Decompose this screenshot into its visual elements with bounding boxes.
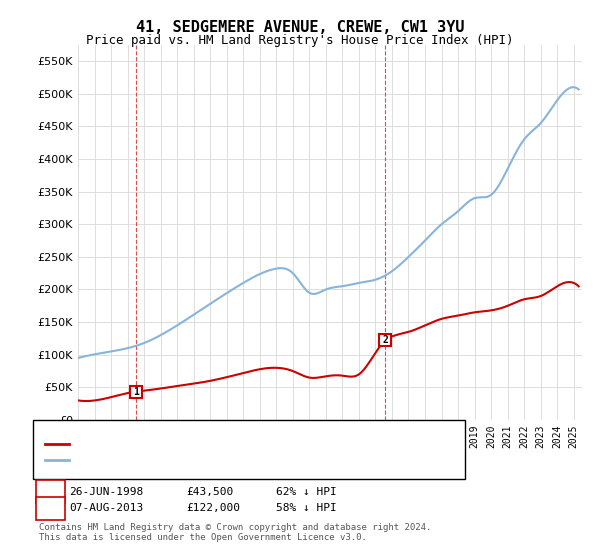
Text: 41, SEDGEMERE AVENUE, CREWE, CW1 3YU: 41, SEDGEMERE AVENUE, CREWE, CW1 3YU [136, 20, 464, 35]
Text: 1: 1 [133, 386, 139, 396]
Text: Price paid vs. HM Land Registry's House Price Index (HPI): Price paid vs. HM Land Registry's House … [86, 34, 514, 46]
Text: £122,000: £122,000 [186, 503, 240, 514]
Text: This data is licensed under the Open Government Licence v3.0.: This data is licensed under the Open Gov… [39, 533, 367, 542]
Text: 2: 2 [47, 503, 54, 514]
Text: 62% ↓ HPI: 62% ↓ HPI [276, 487, 337, 497]
Text: 26-JUN-1998: 26-JUN-1998 [69, 487, 143, 497]
Text: £43,500: £43,500 [186, 487, 233, 497]
Text: 1: 1 [47, 487, 54, 497]
Text: 58% ↓ HPI: 58% ↓ HPI [276, 503, 337, 514]
Text: 2: 2 [382, 335, 388, 346]
Text: HPI: Average price, detached house, Cheshire East: HPI: Average price, detached house, Ches… [72, 455, 378, 465]
Text: 41, SEDGEMERE AVENUE, CREWE, CW1 3YU (detached house): 41, SEDGEMERE AVENUE, CREWE, CW1 3YU (de… [72, 439, 403, 449]
Text: 07-AUG-2013: 07-AUG-2013 [69, 503, 143, 514]
Text: Contains HM Land Registry data © Crown copyright and database right 2024.: Contains HM Land Registry data © Crown c… [39, 523, 431, 532]
